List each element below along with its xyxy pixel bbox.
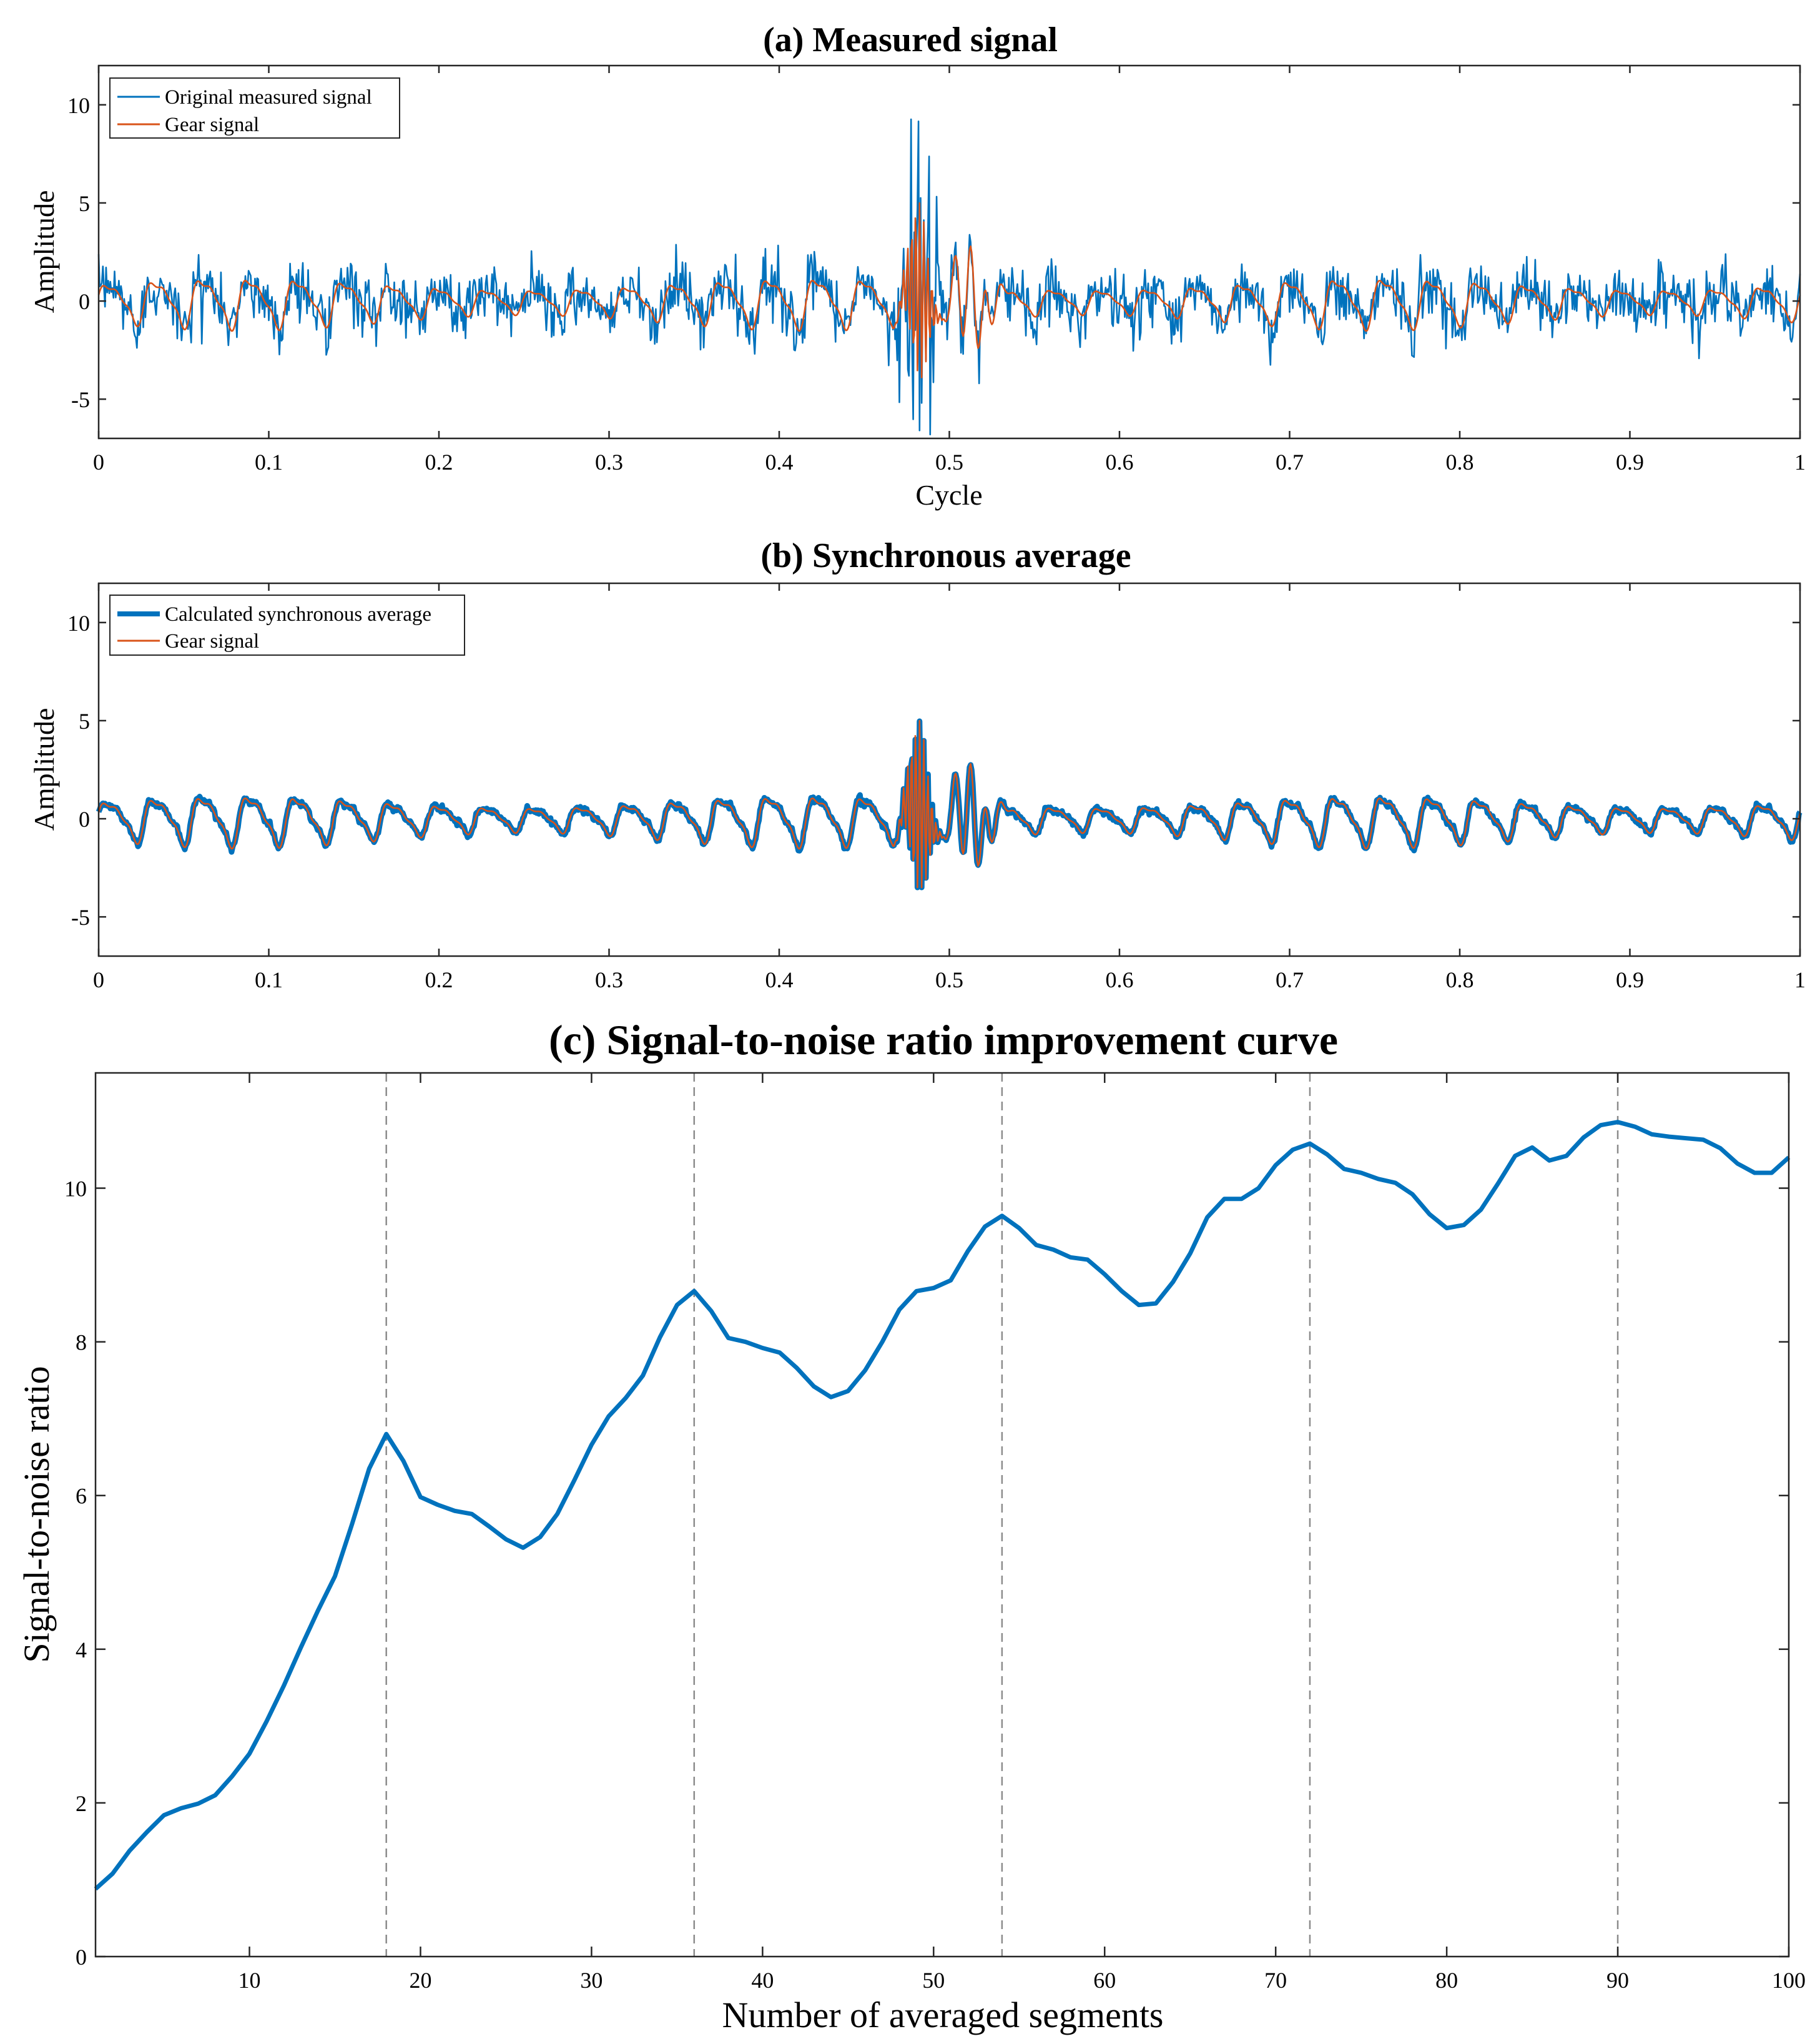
panel-a-ytick-label: 10 bbox=[67, 93, 90, 118]
panel-b-legend-label-2: Gear signal bbox=[165, 630, 259, 653]
panel-c-xtick-label: 40 bbox=[751, 1968, 774, 1993]
panel-a-ytick-label: -5 bbox=[71, 387, 90, 412]
panel-c-ytick-label: 2 bbox=[76, 1791, 87, 1816]
panel-b-legend-label-1: Calculated synchronous average bbox=[165, 603, 431, 626]
panel-b-ylabel: Amplitude bbox=[28, 708, 60, 831]
panel-c-xtick-label: 10 bbox=[239, 1968, 261, 1993]
panel-a-title: (a) Measured signal bbox=[763, 21, 1058, 59]
panel-b-ytick-label: 10 bbox=[67, 611, 90, 636]
panel-c-xtick-label: 100 bbox=[1772, 1968, 1806, 1993]
panel-c-ytick-label: 0 bbox=[76, 1945, 87, 1970]
panel-b-xtick-label: 0.7 bbox=[1276, 967, 1304, 992]
panel-a-xtick-label: 0 bbox=[93, 450, 104, 475]
panel-b-xtick-label: 1 bbox=[1794, 967, 1806, 992]
panel-b-xtick-label: 0.8 bbox=[1446, 967, 1474, 992]
panel-a-ytick-label: 0 bbox=[79, 289, 90, 314]
panel-b-xtick-label: 0.6 bbox=[1106, 967, 1134, 992]
panel-c-xtick-label: 90 bbox=[1606, 1968, 1629, 1993]
panel-b-title: (b) Synchronous average bbox=[760, 536, 1131, 575]
panel-a-legend-label-1: Original measured signal bbox=[165, 86, 372, 109]
panel-a-legend: Original measured signal Gear signal bbox=[109, 77, 400, 139]
panel-c-xtick-label: 20 bbox=[409, 1968, 431, 1993]
panel-c: (c) Signal-to-noise ratio improvement cu… bbox=[16, 1016, 1806, 2035]
panel-b-xtick-label: 0.3 bbox=[595, 967, 623, 992]
panel-c-xtick-label: 30 bbox=[580, 1968, 603, 1993]
panel-a-xlabel: Cycle bbox=[915, 479, 982, 511]
panel-a-xtick-label: 0.2 bbox=[425, 450, 453, 475]
panel-b: (b) Synchronous average 0 0.1 0.2 0.3 0.4 0.5… bbox=[28, 536, 1806, 992]
panel-a-xtick-label: 0.7 bbox=[1276, 450, 1304, 475]
panel-b-xtick-label: 0.9 bbox=[1616, 967, 1644, 992]
panel-a-xtick-label: 1 bbox=[1794, 450, 1806, 475]
panel-c-ytick-label: 6 bbox=[76, 1484, 87, 1509]
panel-a-xtick-label: 0.6 bbox=[1106, 450, 1134, 475]
panel-a-ytick-label: 5 bbox=[79, 191, 90, 216]
panel-b-ytick-label: 5 bbox=[79, 709, 90, 734]
panel-a-xtick-label: 0.9 bbox=[1616, 450, 1644, 475]
panel-b-xtick-label: 0.1 bbox=[255, 967, 283, 992]
panel-c-snr-line bbox=[94, 1120, 1791, 1891]
panel-c-axes bbox=[94, 1072, 1790, 1958]
panel-a-xtick-label: 0.3 bbox=[595, 450, 623, 475]
panel-b-legend: Calculated synchronous average Gear sign… bbox=[109, 595, 465, 656]
panel-c-xlabel: Number of averaged segments bbox=[722, 1995, 1163, 2035]
panel-a-xtick-label: 0.8 bbox=[1446, 450, 1474, 475]
panel-a: (a) Measured signal 0 0.1 0.2 0.3 0.4 0.5 0.6 0… bbox=[28, 21, 1806, 511]
panel-a-xtick-label: 0.4 bbox=[765, 450, 794, 475]
panel-c-ytick-label: 8 bbox=[76, 1330, 87, 1355]
panel-b-ytick-label: 0 bbox=[79, 807, 90, 832]
panel-b-ytick-label: -5 bbox=[71, 905, 90, 930]
panel-c-xtick-label: 80 bbox=[1435, 1968, 1458, 1993]
panel-c-xtick-label: 70 bbox=[1264, 1968, 1287, 1993]
panel-b-xtick-label: 0.4 bbox=[765, 967, 794, 992]
panel-c-ytick-label: 4 bbox=[76, 1637, 87, 1662]
panel-c-ylabel: Signal-to-noise ratio bbox=[16, 1366, 57, 1662]
panel-c-title: (c) Signal-to-noise ratio improvement cu… bbox=[549, 1016, 1338, 1064]
panel-a-xtick-label: 0.5 bbox=[935, 450, 963, 475]
panel-c-xtick-label: 50 bbox=[922, 1968, 945, 1993]
panel-b-xtick-label: 0.5 bbox=[935, 967, 963, 992]
panel-b-series-2 bbox=[97, 719, 1801, 889]
panel-c-xtick-label: 60 bbox=[1093, 1968, 1116, 1993]
panel-b-xtick-label: 0 bbox=[93, 967, 104, 992]
panel-a-xtick-label: 0.1 bbox=[255, 450, 283, 475]
panel-a-ylabel: Amplitude bbox=[28, 190, 60, 314]
panel-a-legend-label-2: Gear signal bbox=[165, 114, 259, 136]
panel-a-series-2 bbox=[97, 202, 1801, 378]
panel-c-ytick-label: 10 bbox=[64, 1177, 87, 1202]
panel-b-xtick-label: 0.2 bbox=[425, 967, 453, 992]
